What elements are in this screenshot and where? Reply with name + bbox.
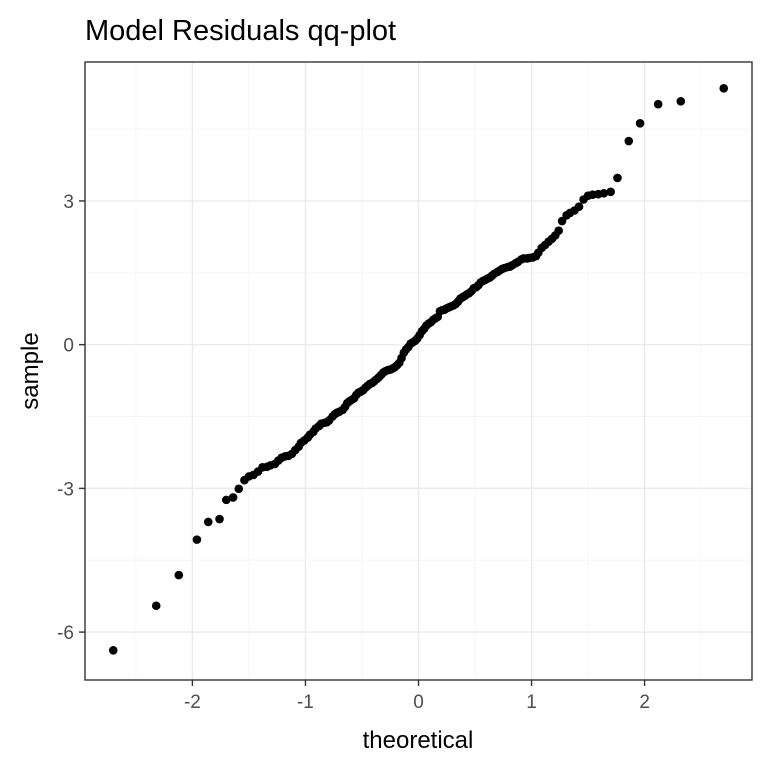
- x-tick-label: 0: [413, 692, 424, 713]
- data-point: [653, 99, 663, 109]
- data-point: [228, 493, 238, 502]
- data-point: [192, 535, 202, 544]
- data-point: [215, 514, 224, 524]
- y-tick-labels: -6 -3 0 3: [57, 192, 74, 644]
- data-point: [151, 601, 161, 611]
- chart-title: Model Residuals qq-plot: [85, 15, 396, 47]
- x-axis-title: theoretical: [363, 727, 474, 754]
- data-point: [719, 84, 729, 93]
- data-point: [599, 188, 609, 198]
- y-tick-label: 0: [63, 336, 74, 357]
- data-point: [676, 96, 686, 106]
- data-points: [108, 84, 729, 655]
- x-tick-label: -1: [297, 692, 314, 713]
- data-point: [635, 119, 645, 128]
- x-tick-label: 1: [526, 692, 537, 713]
- data-point: [557, 216, 567, 226]
- x-tick-label: -2: [184, 692, 201, 713]
- data-point: [108, 645, 118, 655]
- y-tick-label: -3: [57, 479, 74, 500]
- data-point: [574, 202, 584, 211]
- y-axis-title: sample: [17, 332, 44, 409]
- grid-lines: [85, 62, 752, 680]
- y-tick-label: 3: [63, 192, 74, 213]
- data-point: [606, 187, 615, 197]
- data-point: [613, 173, 622, 183]
- x-tick-labels: -2 -1 0 1 2: [184, 692, 650, 713]
- x-tick-label: 2: [639, 692, 650, 713]
- data-point: [174, 570, 184, 580]
- data-point: [554, 226, 563, 235]
- data-point: [203, 517, 213, 527]
- data-point: [222, 495, 231, 505]
- y-tick-label: -6: [57, 623, 74, 644]
- axis-ticks: [79, 200, 646, 686]
- data-point: [624, 136, 634, 146]
- data-point: [234, 484, 244, 494]
